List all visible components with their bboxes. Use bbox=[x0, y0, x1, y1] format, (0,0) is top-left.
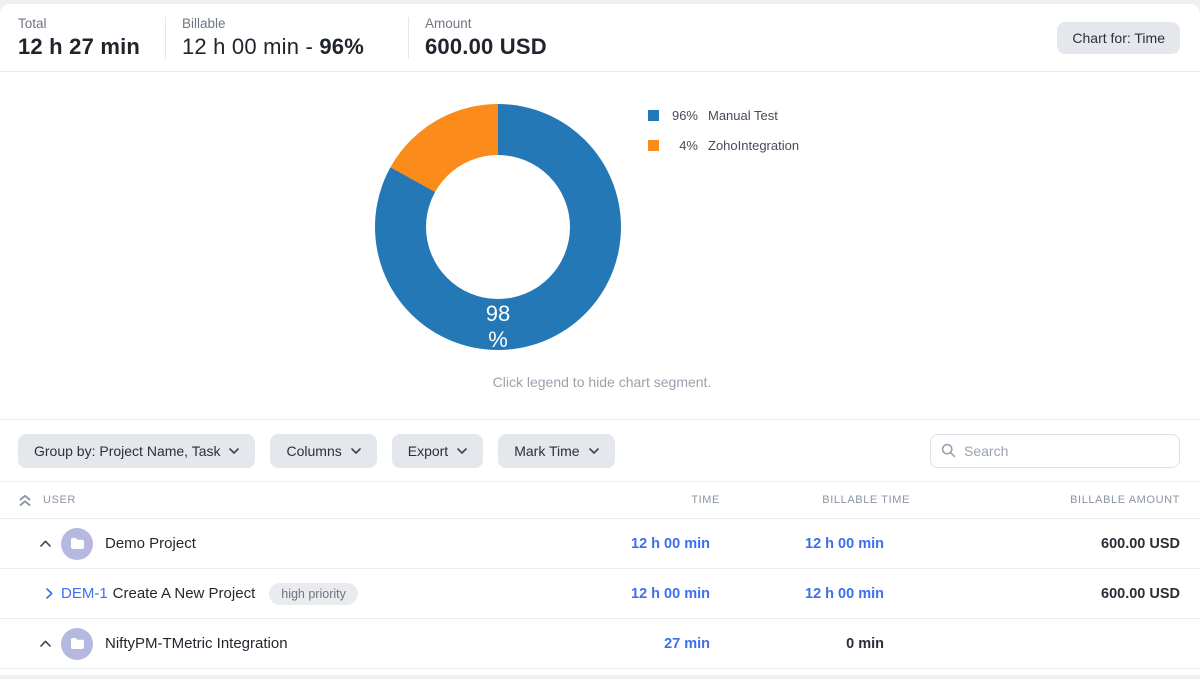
billable-time-value[interactable]: 12 h 00 min bbox=[805, 535, 884, 552]
billable-time-value[interactable]: 12 h 00 min bbox=[805, 585, 884, 602]
folder-icon bbox=[70, 538, 84, 549]
table-row-demo-project: Demo Project 12 h 00 min 12 h 00 min 600… bbox=[0, 519, 1200, 569]
project-cell: NiftyPM-TMetric Integration bbox=[18, 627, 590, 660]
project-name: NiftyPM-TMetric Integration bbox=[105, 635, 288, 652]
report-toolbar: Group by: Project Name, Task Columns Exp… bbox=[0, 420, 1200, 481]
billable-time-column-header[interactable]: BILLABLE TIME bbox=[822, 494, 910, 506]
summary-billable: Billable 12 h 00 min - 96% bbox=[182, 16, 392, 60]
project-cell: Demo Project bbox=[18, 527, 590, 560]
chevron-down-icon bbox=[457, 448, 468, 454]
chevron-down-icon bbox=[229, 448, 240, 454]
export-button[interactable]: Export bbox=[391, 433, 484, 468]
report-page: Total 12 h 27 min Billable 12 h 00 min -… bbox=[0, 4, 1200, 675]
legend-item-manual-test[interactable]: 96% Manual Test bbox=[648, 106, 799, 124]
legend-label: ZohoIntegration bbox=[708, 137, 800, 153]
task-code-link[interactable]: DEM-1 bbox=[61, 585, 108, 602]
expand-row-toggle[interactable] bbox=[46, 588, 53, 599]
user-column-header: USER bbox=[18, 493, 590, 508]
donut-segment-label: 98 % bbox=[485, 301, 511, 350]
collapse-row-toggle[interactable] bbox=[40, 640, 51, 647]
billable-time-value: 0 min bbox=[846, 635, 884, 652]
chart-section: 98 % 96% Manual Test 4% ZohoIntegration … bbox=[0, 72, 1200, 420]
legend-percent: 4% bbox=[679, 137, 698, 153]
summary-divider bbox=[408, 16, 409, 59]
legend-percent: 96% bbox=[671, 107, 698, 123]
chevron-right-icon bbox=[46, 588, 53, 599]
collapse-row-toggle[interactable] bbox=[40, 540, 51, 547]
project-name: Demo Project bbox=[105, 535, 196, 552]
project-avatar bbox=[61, 527, 93, 560]
billable-amount-value: 600.00 USD bbox=[1101, 585, 1180, 602]
legend-swatch-blue-icon bbox=[648, 109, 659, 121]
time-value[interactable]: 12 h 00 min bbox=[631, 585, 710, 602]
legend-item-zohointegration[interactable]: 4% ZohoIntegration bbox=[648, 136, 799, 154]
chevron-up-icon bbox=[40, 540, 51, 547]
summary-billable-value: 12 h 00 min - 96% bbox=[182, 33, 364, 59]
legend-label: Manual Test bbox=[708, 107, 778, 123]
chevron-up-icon bbox=[40, 640, 51, 647]
search-icon bbox=[941, 443, 956, 458]
summary-bar: Total 12 h 27 min Billable 12 h 00 min -… bbox=[0, 4, 1200, 72]
chart-for-button[interactable]: Chart for: Time bbox=[1057, 21, 1180, 54]
donut-chart[interactable]: 98 % bbox=[375, 104, 621, 350]
summary-total-label: Total bbox=[18, 15, 47, 31]
donut-hole bbox=[426, 155, 570, 299]
search-box bbox=[930, 433, 1180, 468]
time-value[interactable]: 27 min bbox=[664, 635, 710, 652]
summary-total: Total 12 h 27 min bbox=[18, 16, 149, 60]
summary-total-value: 12 h 27 min bbox=[18, 33, 141, 59]
summary-amount-label: Amount bbox=[425, 15, 472, 31]
table-row-niftypm: NiftyPM-TMetric Integration 27 min 0 min bbox=[0, 619, 1200, 669]
summary-amount: Amount 600.00 USD bbox=[425, 16, 547, 60]
group-by-button[interactable]: Group by: Project Name, Task bbox=[18, 433, 256, 468]
time-column-header[interactable]: TIME bbox=[691, 494, 720, 506]
mark-time-button[interactable]: Mark Time bbox=[498, 433, 615, 468]
table-row-task-dem-1: DEM-1 Create A New Project high priority… bbox=[0, 569, 1200, 619]
chart-legend: 96% Manual Test 4% ZohoIntegration bbox=[648, 106, 799, 154]
project-avatar bbox=[61, 627, 93, 660]
chevron-down-icon bbox=[350, 448, 361, 454]
summary-amount-value: 600.00 USD bbox=[425, 33, 547, 59]
chart-caption: Click legend to hide chart segment. bbox=[492, 374, 712, 390]
billable-amount-value: 600.00 USD bbox=[1101, 535, 1180, 552]
chevron-down-icon bbox=[588, 448, 599, 454]
task-name: Create A New Project bbox=[112, 585, 256, 602]
search-input[interactable] bbox=[964, 442, 1169, 459]
collapse-all-icon[interactable] bbox=[18, 493, 32, 508]
priority-tag: high priority bbox=[269, 582, 358, 605]
time-value[interactable]: 12 h 00 min bbox=[631, 535, 710, 552]
folder-icon bbox=[70, 638, 84, 649]
billable-amount-column-header[interactable]: BILLABLE AMOUNT bbox=[1070, 494, 1180, 506]
task-cell: DEM-1 Create A New Project high priority bbox=[18, 582, 590, 605]
summary-billable-label: Billable bbox=[182, 15, 226, 31]
summary-divider bbox=[165, 16, 166, 59]
legend-swatch-orange-icon bbox=[648, 139, 659, 151]
table-header: USER TIME BILLABLE TIME BILLABLE AMOUNT bbox=[0, 481, 1200, 519]
columns-button[interactable]: Columns bbox=[270, 433, 377, 468]
